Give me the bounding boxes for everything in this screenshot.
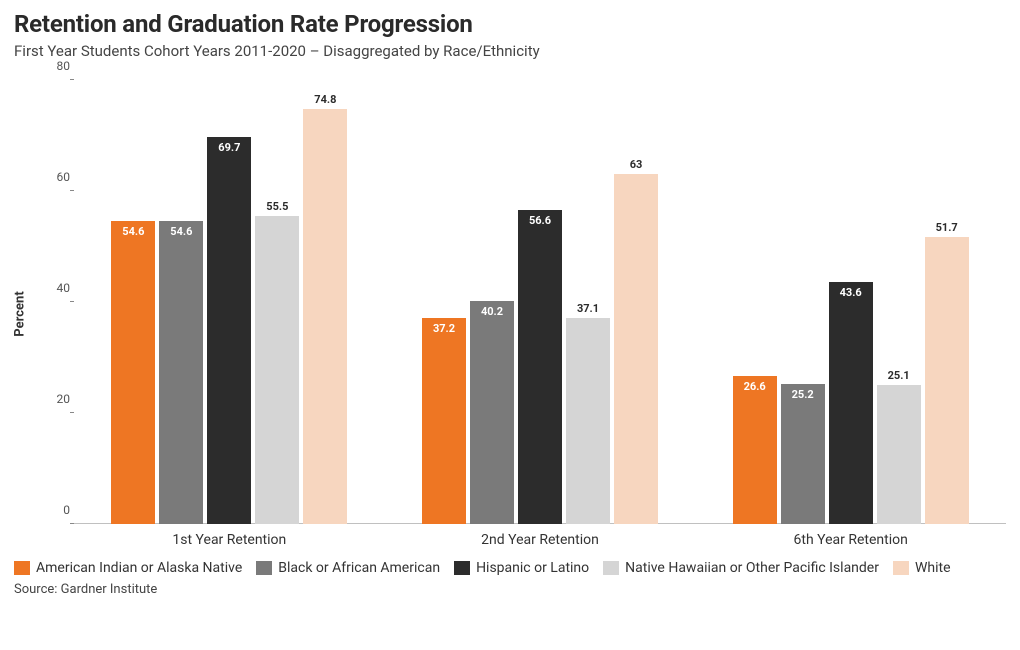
- bar-value-label: 56.6: [529, 214, 551, 227]
- source-text: Source: Gardner Institute: [14, 582, 1006, 597]
- bar-group: 54.654.669.755.574.8: [74, 80, 385, 524]
- y-tick-mark: [70, 523, 74, 524]
- bar-value-label: 54.6: [122, 225, 144, 238]
- y-tick-label: 20: [40, 392, 70, 406]
- legend-swatch: [603, 561, 619, 575]
- legend-label: American Indian or Alaska Native: [36, 560, 242, 576]
- bar-value-label: 26.6: [744, 380, 766, 393]
- legend-label: White: [915, 560, 951, 576]
- legend-label: Native Hawaiian or Other Pacific Islande…: [625, 560, 879, 576]
- category-labels: 1st Year Retention2nd Year Retention6th …: [74, 528, 1006, 554]
- category-label: 2nd Year Retention: [385, 528, 696, 554]
- bar: 55.5: [255, 216, 299, 524]
- y-axis: Percent: [14, 74, 74, 554]
- chart-title: Retention and Graduation Rate Progressio…: [14, 10, 1006, 38]
- legend-item: Hispanic or Latino: [454, 560, 589, 576]
- bar: 43.6: [829, 282, 873, 524]
- plot: 54.654.669.755.574.837.240.256.637.16326…: [74, 74, 1006, 554]
- bar: 54.6: [159, 221, 203, 524]
- bar: 51.7: [925, 237, 969, 524]
- bar: 40.2: [470, 301, 514, 524]
- plot-area: 54.654.669.755.574.837.240.256.637.16326…: [74, 80, 1006, 524]
- bar-value-label: 43.6: [840, 286, 862, 299]
- legend-label: Hispanic or Latino: [476, 560, 589, 576]
- y-tick-label: 80: [40, 59, 70, 73]
- y-tick-label: 0: [40, 503, 70, 517]
- bar: 37.1: [566, 318, 610, 524]
- legend-item: American Indian or Alaska Native: [14, 560, 242, 576]
- bar-group: 26.625.243.625.151.7: [695, 80, 1006, 524]
- bar-value-label: 25.1: [888, 369, 910, 382]
- category-label: 1st Year Retention: [74, 528, 385, 554]
- bar-value-label: 55.5: [266, 200, 288, 213]
- legend-swatch: [256, 561, 272, 575]
- y-tick-mark: [70, 79, 74, 80]
- bar: 26.6: [733, 376, 777, 524]
- y-tick-label: 40: [40, 281, 70, 295]
- bar: 56.6: [518, 210, 562, 524]
- legend-item: Native Hawaiian or Other Pacific Islande…: [603, 560, 879, 576]
- bar: 63: [614, 174, 658, 524]
- bar-value-label: 63: [630, 158, 643, 171]
- bar-value-label: 40.2: [481, 305, 503, 318]
- legend-swatch: [454, 561, 470, 575]
- chart-area: Percent 54.654.669.755.574.837.240.256.6…: [14, 74, 1006, 554]
- bar: 54.6: [111, 221, 155, 524]
- y-tick-mark: [70, 190, 74, 191]
- legend-item: White: [893, 560, 951, 576]
- bar-value-label: 69.7: [218, 141, 240, 154]
- chart-subtitle: First Year Students Cohort Years 2011-20…: [14, 42, 1006, 60]
- bar: 25.1: [877, 385, 921, 524]
- legend-swatch: [893, 561, 909, 575]
- bar-groups: 54.654.669.755.574.837.240.256.637.16326…: [74, 80, 1006, 524]
- y-tick-mark: [70, 412, 74, 413]
- legend: American Indian or Alaska Native Black or…: [14, 560, 1006, 576]
- bar-value-label: 51.7: [936, 221, 958, 234]
- bar-value-label: 37.1: [577, 302, 599, 315]
- legend-swatch: [14, 561, 30, 575]
- bar-value-label: 37.2: [433, 322, 455, 335]
- bar-value-label: 25.2: [792, 388, 814, 401]
- y-tick-label: 60: [40, 170, 70, 184]
- y-axis-label: Percent: [13, 291, 28, 336]
- legend-label: Black or African American: [278, 560, 440, 576]
- bar: 74.8: [303, 109, 347, 524]
- bar-group: 37.240.256.637.163: [385, 80, 696, 524]
- category-label: 6th Year Retention: [695, 528, 1006, 554]
- bar-value-label: 54.6: [170, 225, 192, 238]
- bar: 25.2: [781, 384, 825, 524]
- legend-item: Black or African American: [256, 560, 440, 576]
- bar-value-label: 74.8: [314, 93, 336, 106]
- bar: 37.2: [422, 318, 466, 524]
- y-tick-mark: [70, 301, 74, 302]
- bar: 69.7: [207, 137, 251, 524]
